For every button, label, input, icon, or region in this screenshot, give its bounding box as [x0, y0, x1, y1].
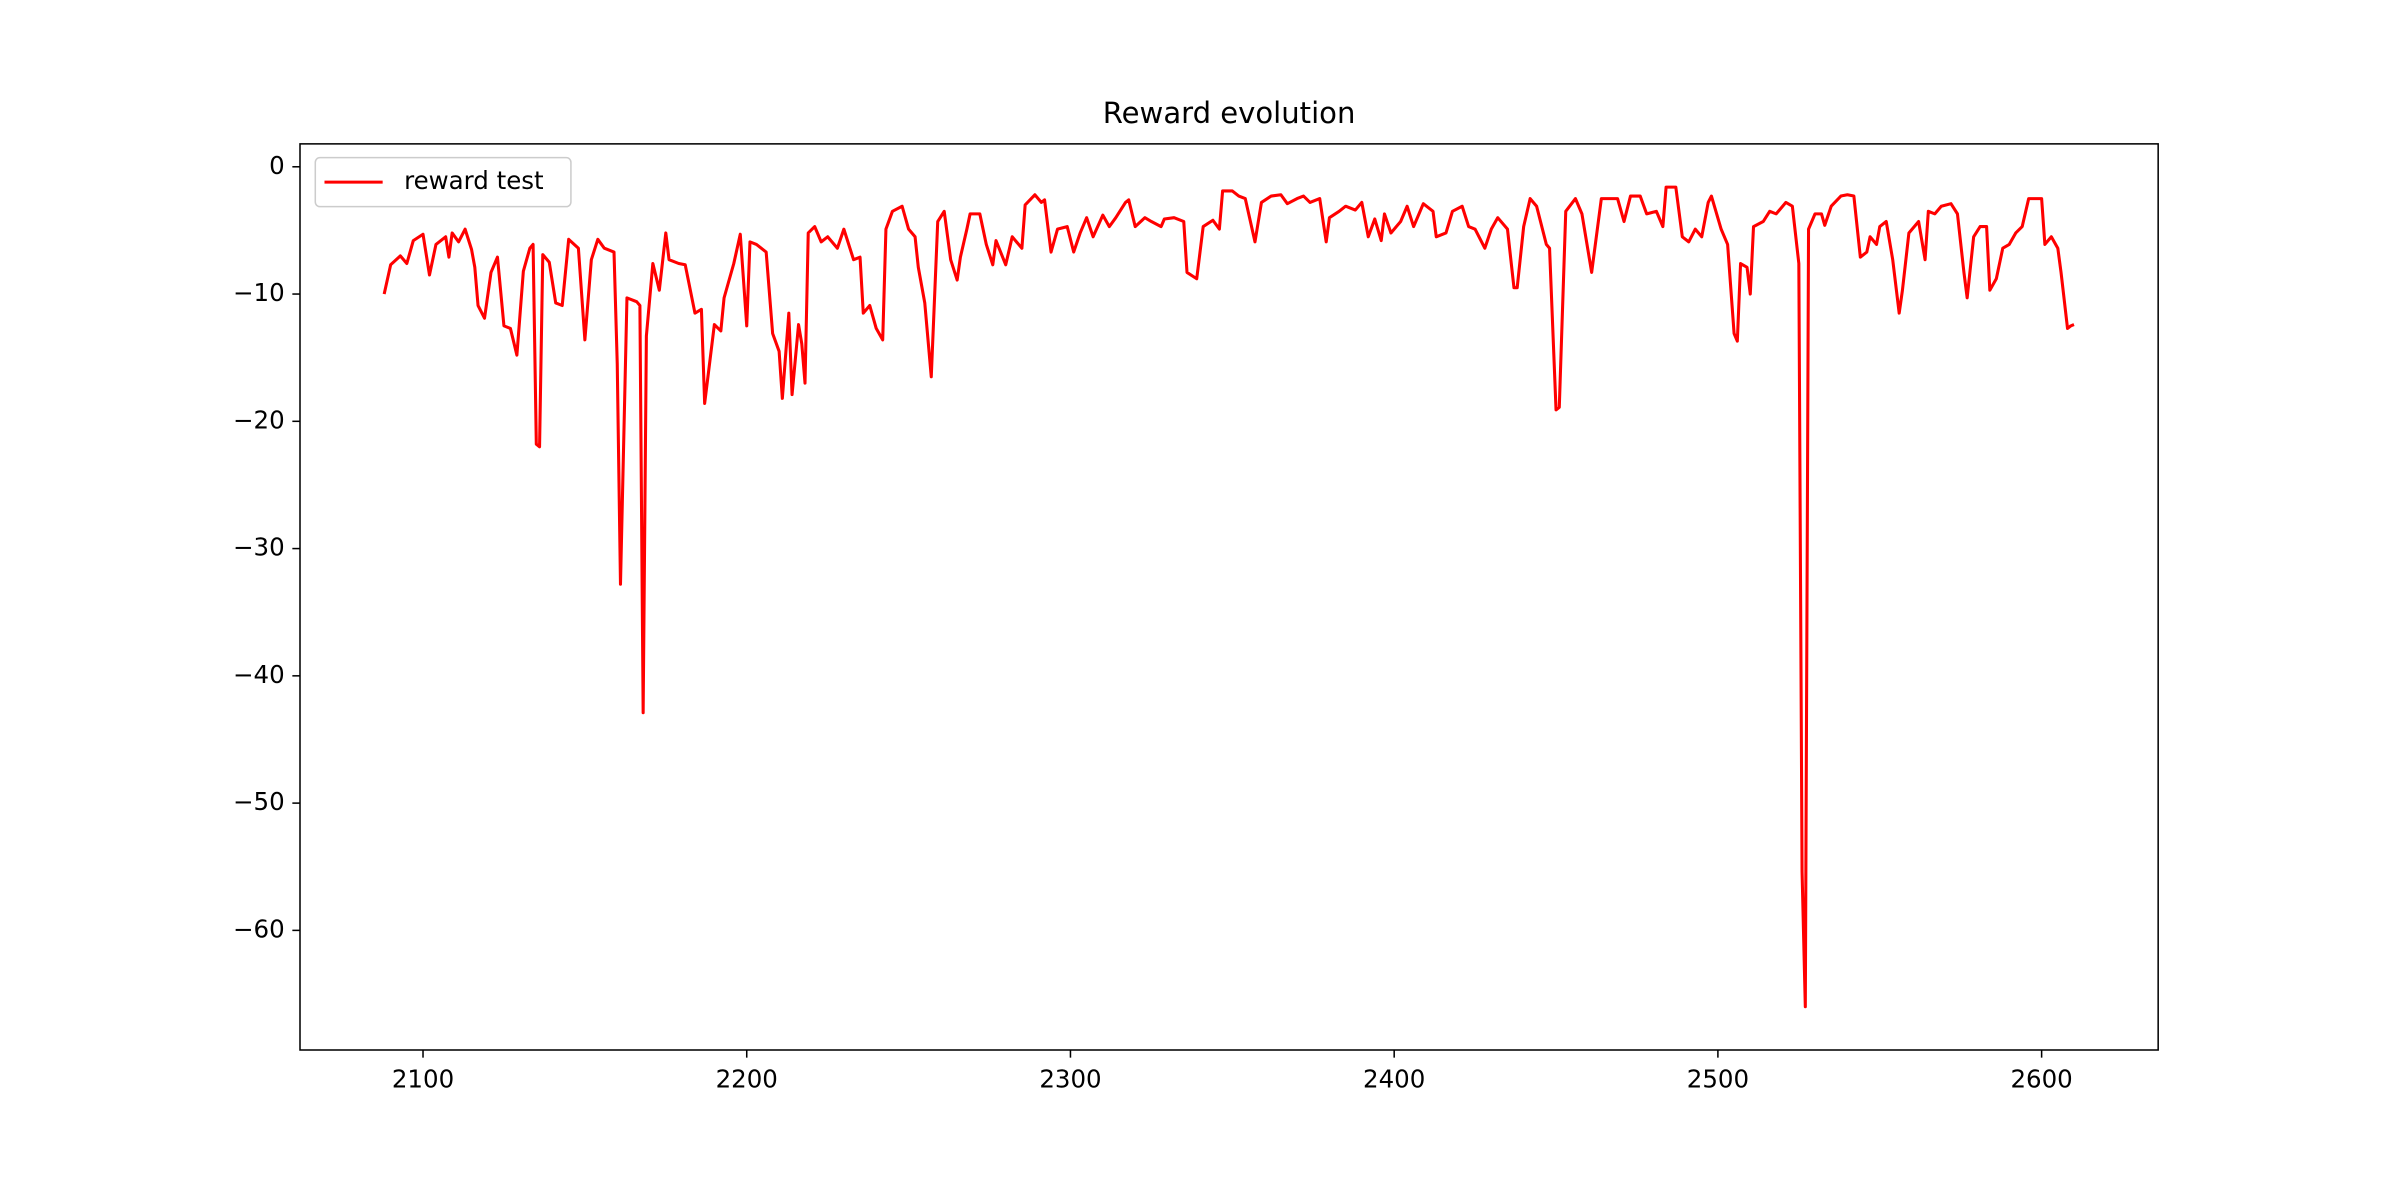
- chart-title: Reward evolution: [1103, 96, 1356, 130]
- x-tick-label: 2300: [1039, 1065, 1101, 1094]
- y-tick-label: −30: [233, 533, 285, 562]
- x-tick-label: 2200: [716, 1065, 778, 1094]
- plot-frame: [299, 143, 2159, 1051]
- y-tick-label: 0: [269, 151, 285, 180]
- legend-box: [314, 156, 572, 208]
- line-series: [382, 185, 2075, 1009]
- y-tick-label: −50: [233, 787, 285, 816]
- y-tick-label: −40: [233, 660, 285, 689]
- y-tick-label: −20: [233, 405, 285, 434]
- x-tick-label: 2100: [392, 1065, 454, 1094]
- y-tick-label: −60: [233, 914, 285, 943]
- legend-label: reward test: [404, 166, 544, 195]
- y-tick-label: −10: [233, 278, 285, 307]
- x-tick-label: 2600: [2010, 1065, 2072, 1094]
- x-tick-label: 2400: [1363, 1065, 1425, 1094]
- x-tick-label: 2500: [1687, 1065, 1749, 1094]
